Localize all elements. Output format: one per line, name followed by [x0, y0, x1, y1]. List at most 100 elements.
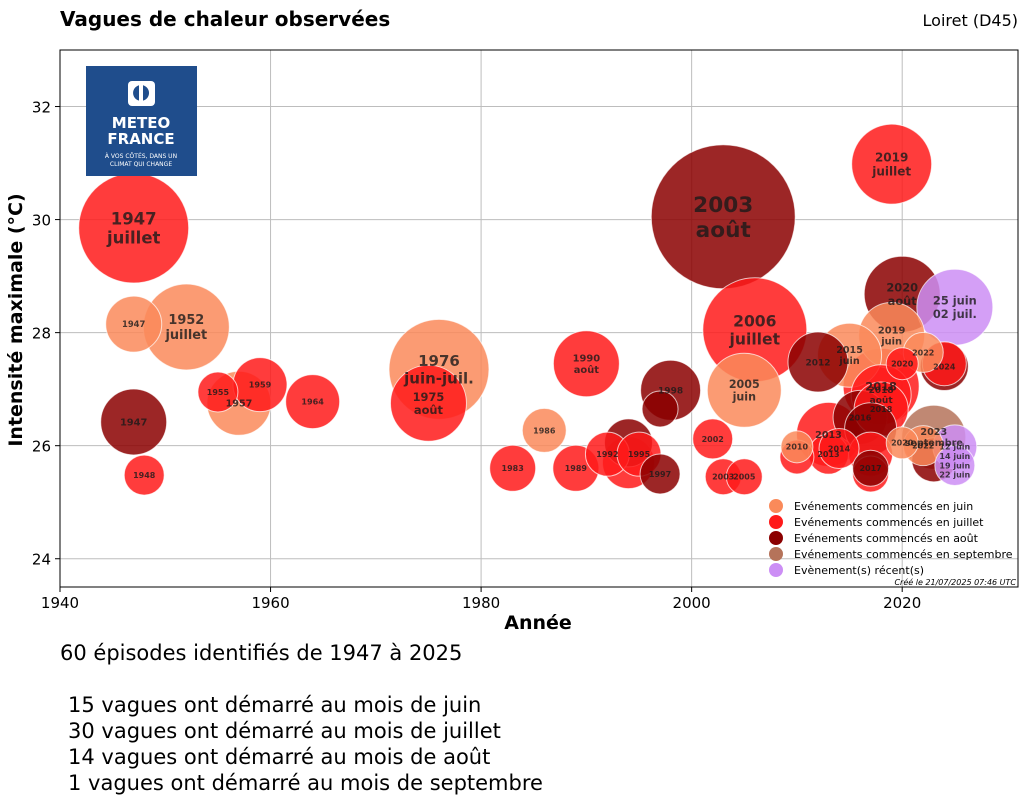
legend-marker [769, 531, 783, 545]
bubble-label: 2019 [875, 151, 908, 165]
logo-line2: FRANCE [107, 130, 174, 148]
legend: Evénements commencés en juin Evénements c… [769, 499, 1013, 577]
x-tick-label: 1940 [41, 594, 79, 612]
bubble-label: 1989 [565, 464, 588, 473]
bubble-labels: 2003août1947juillet2006juillet1976juin-j… [106, 151, 977, 482]
legend-label: Evénements commencés en juillet [794, 516, 984, 529]
bubble-label: 02 juil. [933, 307, 977, 321]
bubble-label: 1986 [533, 426, 556, 435]
summary-juillet: 30 vagues ont démarré au mois de juillet [68, 719, 501, 743]
x-tick-label: 2000 [673, 594, 711, 612]
bubble-2005 [706, 352, 782, 428]
bubble-2020 [885, 347, 919, 381]
bubble-label: 2016 [849, 412, 872, 422]
bubble-label: 2019 [878, 325, 906, 336]
y-axis-label: Intensité maximale (°C) [5, 193, 27, 446]
bubble-label: 2022 [912, 442, 934, 451]
logo-tagline1: À VOS CÔTÉS, DANS UN [105, 152, 177, 160]
summary-septembre: 1 vagues ont démarré au mois de septembr… [68, 771, 543, 795]
bubble-label: juillet [164, 328, 207, 343]
bubble-label: juin-juil. [403, 369, 474, 387]
bubble-label: 2017 [859, 464, 881, 473]
bubble-2005 [725, 458, 763, 496]
bubble-1948 [123, 454, 165, 496]
bubble-label: 1983 [502, 464, 524, 473]
y-tick-label: 24 [32, 551, 51, 569]
bubble-label: 1947 [122, 319, 145, 329]
logo-tagline2: CLIMAT QUI CHANGE [110, 161, 172, 168]
bubble-label: août [888, 294, 918, 308]
bubble-label: août [870, 396, 894, 406]
bubble-label: 14 juin [939, 452, 970, 461]
legend-marker [769, 515, 783, 529]
bubble-2025 [934, 444, 976, 486]
legend-label: Evènement(s) récent(s) [794, 564, 924, 577]
bubble-label: juin [732, 391, 757, 404]
x-tick-label: 1980 [462, 594, 500, 612]
bubble-label: 2018 [869, 386, 894, 396]
bubble-1983 [489, 444, 537, 492]
legend-label: Evénements commencés en juin [794, 500, 973, 513]
bubble-label: juin [880, 337, 902, 348]
bubble-label: 1959 [249, 380, 272, 390]
bubble-label: 1964 [301, 397, 324, 407]
bubble-2012 [787, 331, 849, 393]
legend-marker [769, 563, 783, 577]
bubble-label: 2020 [891, 439, 914, 448]
meteo-france-logo: METEO FRANCE À VOS CÔTÉS, DANS UN CLIMAT… [86, 66, 197, 176]
bubble-label: 1952 [168, 313, 204, 328]
bubble-label: 2013 [815, 430, 842, 441]
bubble-1955 [197, 371, 239, 413]
bubbles [78, 123, 994, 496]
bubble-label: 2012 [805, 358, 830, 368]
legend-label: Evénements commencés en septembre [794, 548, 1013, 561]
bubble-2019 [851, 123, 933, 205]
bubble-1947 [105, 295, 163, 353]
bubble-2017 [852, 449, 890, 487]
bubble-label: 1955 [207, 388, 230, 397]
bubble-2002 [692, 418, 734, 460]
bubble-label: 25 juin [933, 294, 977, 308]
summary-block: 60 épisodes identifiés de 1947 à 2025 15… [60, 640, 543, 796]
y-tick-label: 30 [32, 212, 51, 230]
axis-ticks: 1940 1960 1980 2000 2020 24 26 28 30 32 [32, 99, 921, 612]
bubble-label: 1957 [226, 399, 253, 410]
y-tick-label: 26 [32, 438, 51, 456]
heatwave-bubble-chart: Vagues de chaleur observées Loiret (D45)… [5, 7, 1019, 634]
bubble-label: 2018 [865, 379, 897, 393]
summary-juin: 15 vagues ont démarré au mois de juin [68, 693, 482, 717]
bubble-label: 2003 [693, 193, 753, 218]
bubble-label: 2014 [828, 444, 851, 453]
bubble-label: août [414, 403, 444, 417]
logo-line1: METEO [112, 114, 170, 132]
bubble-label: 2020 [886, 281, 918, 295]
bubble-1990 [552, 330, 620, 398]
bubble-label: 2010 [786, 443, 809, 452]
bubble-label: 2003 [712, 473, 734, 482]
bubble-1975 [389, 364, 467, 442]
bubble-label: 1990 [573, 354, 601, 365]
legend-marker [769, 547, 783, 561]
bubble-label: 1992 [596, 450, 618, 459]
bubble-label: 1976 [418, 352, 460, 370]
bubble-label: 2015 [836, 345, 863, 356]
bubble-label: 1948 [133, 471, 156, 480]
bubble-label: 12 juin [939, 443, 970, 452]
bubble-1964 [285, 374, 341, 430]
bubble-2020 [885, 426, 919, 460]
chart-subtitle: Loiret (D45) [923, 11, 1018, 30]
bubble-label: 19 juin [939, 461, 970, 470]
y-tick-label: 32 [32, 99, 51, 117]
chart-title: Vagues de chaleur observées [60, 7, 390, 31]
summary-total: 60 épisodes identifiés de 1947 à 2025 [60, 641, 463, 665]
bubble-label: 2005 [733, 473, 756, 482]
bubble-2014 [818, 428, 860, 470]
bubble-label: juillet [871, 164, 911, 178]
bubble-label: juillet [729, 330, 781, 348]
bubble-label: 1975 [413, 390, 445, 404]
bubble-label: 22 juin [939, 471, 970, 480]
plot-frame [59, 49, 1019, 588]
legend-marker [769, 499, 783, 513]
bubble-label: 2018 [870, 404, 893, 414]
bubble-label: 1995 [628, 450, 651, 459]
